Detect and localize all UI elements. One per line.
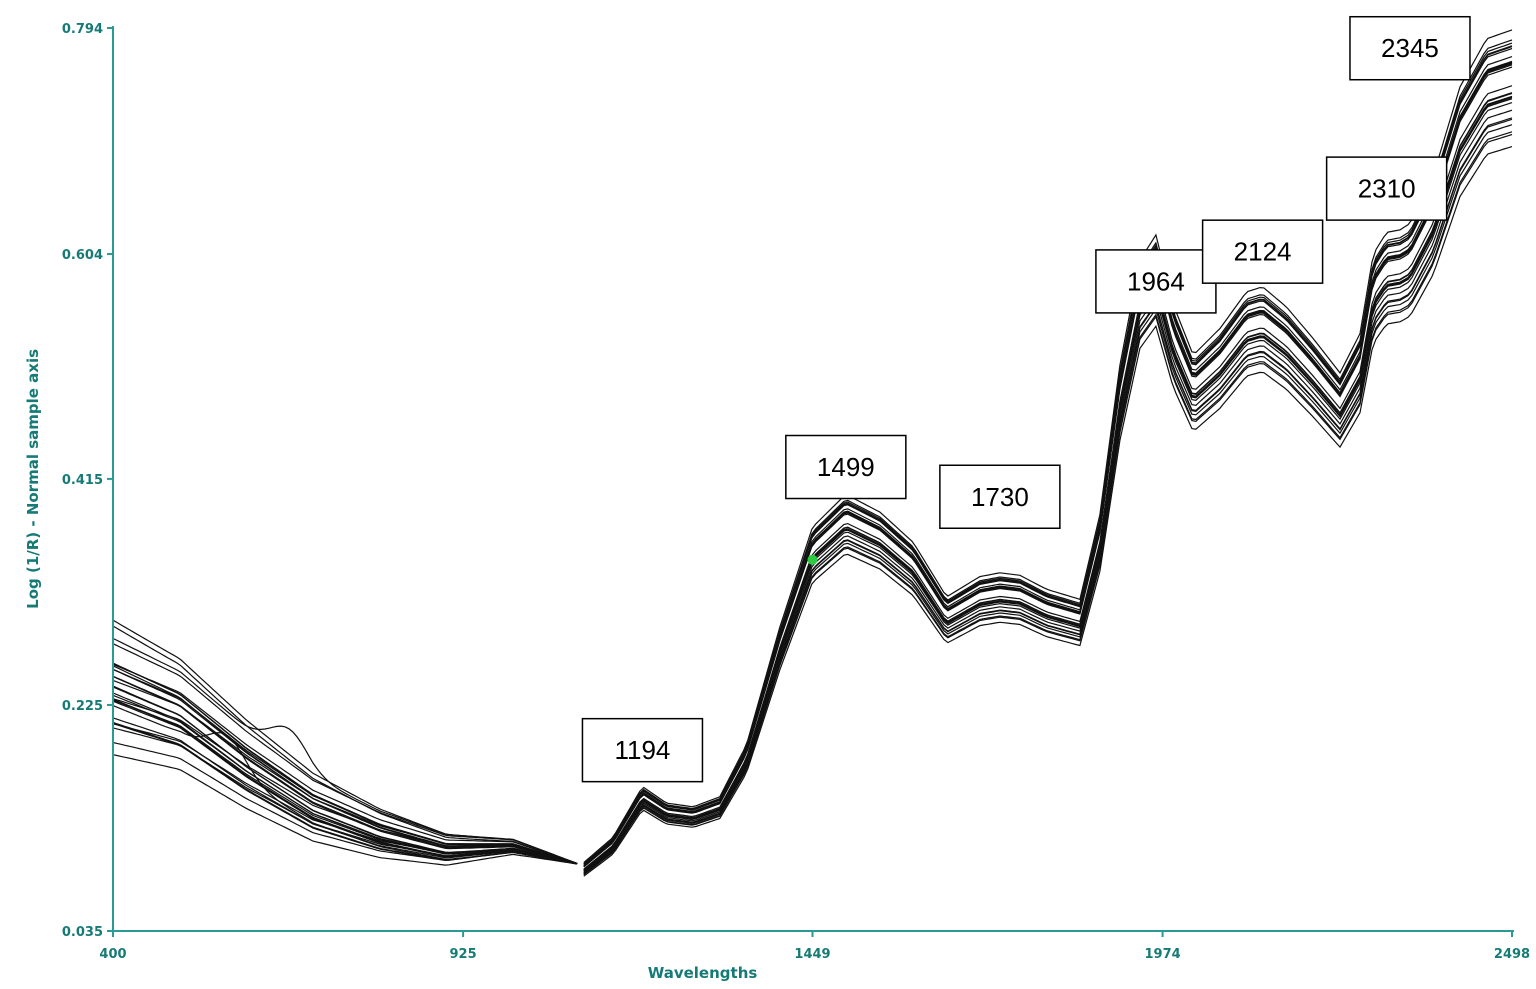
spectrum-line-vis: [112, 665, 578, 865]
peak-label-text: 1499: [817, 452, 875, 482]
x-tick-label: 925: [450, 947, 477, 962]
peak-label-frame: [1201, 219, 1324, 284]
axis-ticks: 400 925 1449 1974 2498 0.035 0.225 0.415 0.604 0.…: [62, 22, 1530, 962]
peak-label-frame: [939, 464, 1061, 530]
spectrum-line-vis: [112, 754, 578, 866]
x-tick-label: 1974: [1144, 947, 1180, 962]
peak-label-box: 1499: [785, 434, 907, 500]
peak-label-box: 2124: [1201, 219, 1324, 284]
peak-label-box: 1964: [1095, 249, 1217, 314]
peak-label-text: 2310: [1358, 174, 1416, 204]
x-tick-label: 400: [99, 947, 126, 962]
peak-label-frame: [785, 434, 907, 500]
peak-label-text: 2345: [1381, 33, 1439, 63]
peak-label-frame: [1349, 15, 1471, 81]
peak-label-box: 2345: [1349, 15, 1471, 81]
peak-label-frame: [1095, 249, 1217, 314]
peak-label-text: 1730: [971, 482, 1029, 512]
y-tick-label: 0.794: [62, 22, 103, 37]
spectrum-line-nir: [583, 117, 1513, 874]
spectrum-line-nir: [583, 29, 1513, 864]
spectra-lines: [112, 29, 1513, 877]
selected-point-marker: [807, 554, 818, 565]
peak-annotations: 1194 1499 1730 1964 2124 2310 2345: [581, 15, 1471, 783]
x-tick-label: 2498: [1494, 947, 1530, 962]
spectrum-line-vis: [112, 663, 578, 865]
spectrum-line-nir: [583, 85, 1513, 870]
spectrum-line-vis: [112, 723, 578, 865]
y-tick-label: 0.225: [62, 699, 103, 714]
y-axis-title: Log (1/R) - Normal sample axis: [24, 349, 42, 609]
spectrum-line-vis: [112, 675, 578, 865]
spectrum-line-nir: [583, 45, 1513, 865]
spectrum-line-nir: [583, 131, 1513, 875]
spectrum-line-vis: [112, 675, 578, 865]
y-tick-label: 0.415: [62, 473, 103, 488]
peak-label-text: 1194: [614, 735, 670, 765]
spectrum-line-vis: [112, 727, 578, 865]
y-tick-label: 0.035: [62, 925, 103, 940]
peak-label-box: 1730: [939, 464, 1061, 530]
y-tick-label: 0.604: [62, 248, 103, 263]
spectrum-line-nir: [583, 146, 1513, 877]
peak-label-text: 2124: [1234, 237, 1292, 267]
spectrum-line-vis: [112, 694, 578, 865]
spectrum-line-vis: [112, 721, 578, 865]
x-axis-title: Wavelengths: [648, 964, 758, 982]
peak-label-frame: [1325, 156, 1448, 221]
spectrum-line-nir: [583, 124, 1513, 875]
peak-label-box: 1194: [581, 717, 704, 783]
spectrum-line-nir: [583, 92, 1513, 871]
spectrum-line-nir: [583, 60, 1513, 867]
x-tick-label: 1449: [794, 947, 830, 962]
spectrum-line-nir: [583, 109, 1513, 873]
peak-label-box: 2310: [1325, 156, 1448, 221]
peak-label-frame: [581, 717, 704, 783]
spectrum-line-vis: [112, 625, 578, 865]
peak-label-text: 1964: [1127, 266, 1185, 296]
